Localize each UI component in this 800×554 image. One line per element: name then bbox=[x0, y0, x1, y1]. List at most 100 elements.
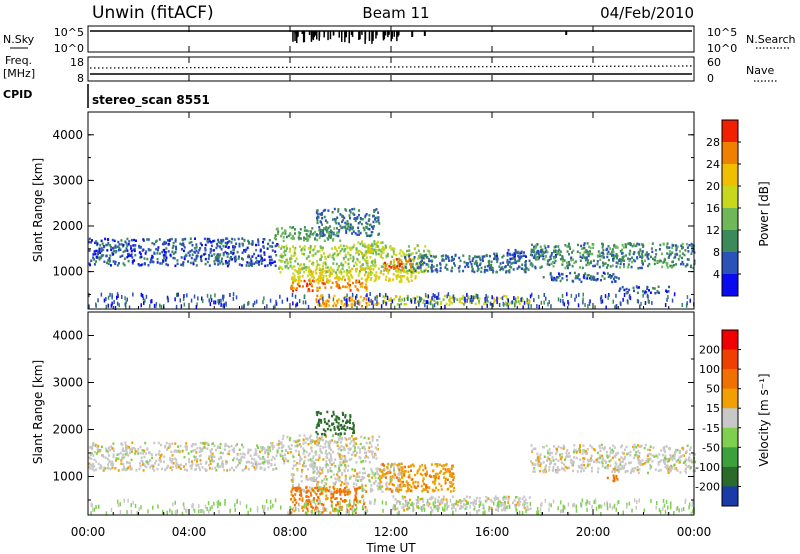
power-ytick-label: 2000 bbox=[52, 219, 83, 233]
x-tick-label: 20:00 bbox=[576, 525, 611, 539]
power-ytick-label: 3000 bbox=[52, 173, 83, 187]
velocity-colorbar-segment bbox=[722, 408, 738, 429]
velocity-ytick-label: 2000 bbox=[52, 422, 83, 436]
velocity-region-0 bbox=[88, 441, 279, 472]
power-colorbar-segment bbox=[722, 142, 738, 165]
velocity-colorbar-label: Velocity [m s⁻¹] bbox=[757, 373, 771, 466]
freq-label: Freq. bbox=[5, 54, 32, 67]
freq-tick-bottom: 8 bbox=[77, 72, 84, 85]
power-colorbar-tick: 28 bbox=[706, 136, 720, 149]
power-region-12 bbox=[529, 242, 696, 270]
date-title: 04/Feb/2010 bbox=[600, 4, 694, 22]
velocity-colorbar-tick: 100 bbox=[699, 363, 720, 376]
power-colorbar-tick: 20 bbox=[706, 180, 720, 193]
velocity-colorbar-segment bbox=[722, 388, 738, 409]
freq-unit: [MHz] bbox=[3, 67, 35, 80]
nsky-tick-bottom: 10^0 bbox=[54, 42, 84, 55]
velocity-region-8 bbox=[315, 410, 356, 437]
power-ylabel: Slant Range [km] bbox=[31, 158, 45, 262]
power-colorbar-segment bbox=[722, 164, 738, 187]
cpid-panel: CPID stereo_scan 8551 bbox=[3, 84, 210, 108]
x-tick-label: 08:00 bbox=[273, 525, 308, 539]
time-axis: 00:00 04:00 08:00 12:00 16:00 20:00 00:00 bbox=[71, 26, 712, 539]
velocity-colorbar-segment bbox=[722, 466, 738, 487]
power-colorbar-segment bbox=[722, 252, 738, 275]
velocity-colorbar-segment bbox=[722, 486, 738, 507]
velocity-y-axis: 1000 2000 3000 4000 bbox=[52, 328, 694, 501]
power-colorbar-segment bbox=[722, 230, 738, 253]
power-ytick-label: 1000 bbox=[52, 265, 83, 279]
nsearch-tick-top: 10^5 bbox=[707, 26, 737, 39]
velocity-colorbar-tick: 15 bbox=[706, 402, 720, 415]
velocity-colorbar-segment bbox=[722, 349, 738, 370]
power-colorbar-tick: 8 bbox=[713, 246, 720, 259]
velocity-data bbox=[88, 410, 696, 516]
power-colorbar-tick: 24 bbox=[706, 158, 720, 171]
velocity-colorbar-tick: 200 bbox=[699, 344, 720, 357]
nsky-panel: N.Sky 10^5 10^0 10^5 10^0 N.Search bbox=[3, 25, 796, 55]
cpid-label: CPID bbox=[3, 88, 32, 101]
nsearch-label: N.Search bbox=[746, 33, 796, 46]
power-colorbar-segment bbox=[722, 186, 738, 209]
x-tick-label: 04:00 bbox=[172, 525, 207, 539]
x-tick-label: 16:00 bbox=[475, 525, 510, 539]
velocity-region-7 bbox=[606, 474, 619, 483]
velocity-region-1 bbox=[277, 434, 381, 465]
power-colorbar-label: Power [dB] bbox=[757, 181, 771, 246]
power-region-3 bbox=[315, 207, 381, 238]
power-colorbar-segment bbox=[722, 120, 738, 143]
freq-tick-top: 18 bbox=[70, 56, 84, 69]
power-colorbar: 4 8 12 16 20 24 28 bbox=[706, 119, 741, 297]
nsky-dropouts bbox=[292, 31, 568, 44]
velocity-colorbar-tick: 50 bbox=[706, 383, 720, 396]
velocity-panel: 1000 2000 3000 4000 Slant Range [km] 200 100… bbox=[31, 311, 771, 516]
nave-trace bbox=[89, 65, 693, 69]
power-region-2 bbox=[277, 244, 431, 274]
x-axis-label: Time UT bbox=[365, 541, 416, 554]
velocity-colorbar-tick: -15 bbox=[702, 422, 720, 435]
x-tick-label: 00:00 bbox=[677, 525, 712, 539]
power-region-13 bbox=[542, 271, 620, 284]
velocity-ground-scatter bbox=[90, 498, 695, 516]
velocity-region-4 bbox=[378, 462, 456, 493]
power-colorbar-segment bbox=[722, 208, 738, 231]
velocity-colorbar: 200 100 50 15 -15 -50 -100 -200 bbox=[695, 329, 741, 507]
nsearch-tick-bottom: 10^0 bbox=[707, 42, 737, 55]
velocity-ytick-label: 4000 bbox=[52, 328, 83, 342]
station-title: Unwin (fitACF) bbox=[92, 3, 214, 23]
nave-tick-bottom: 0 bbox=[707, 72, 714, 85]
nave-tick-top: 60 bbox=[707, 56, 721, 69]
power-y-axis: 1000 2000 3000 4000 bbox=[52, 128, 694, 295]
velocity-ytick-label: 1000 bbox=[52, 469, 83, 483]
velocity-ytick-label: 3000 bbox=[52, 375, 83, 389]
nave-label: Nave bbox=[746, 64, 774, 77]
power-region-14 bbox=[618, 285, 670, 295]
power-colorbar-segment bbox=[722, 274, 738, 297]
velocity-region-6 bbox=[530, 443, 696, 475]
beam-title: Beam 11 bbox=[362, 4, 429, 22]
velocity-ylabel: Slant Range [km] bbox=[31, 360, 45, 464]
x-tick-label: 00:00 bbox=[71, 525, 106, 539]
nsky-tick-top: 10^5 bbox=[54, 26, 84, 39]
power-region-10 bbox=[404, 253, 532, 274]
power-data bbox=[88, 207, 696, 310]
cpid-text: stereo_scan 8551 bbox=[92, 93, 210, 108]
velocity-colorbar-segment bbox=[722, 427, 738, 448]
velocity-colorbar-segment bbox=[722, 369, 738, 390]
velocity-colorbar-segment bbox=[722, 447, 738, 468]
power-panel: 1000 2000 3000 4000 Slant Range [km] 4 8 12 16… bbox=[31, 111, 771, 310]
power-ground-scatter bbox=[88, 292, 695, 310]
nsky-label: N.Sky bbox=[3, 33, 35, 46]
velocity-colorbar-tick: -50 bbox=[702, 441, 720, 454]
velocity-colorbar-tick: -100 bbox=[695, 461, 720, 474]
power-region-4 bbox=[353, 240, 385, 256]
power-region-0 bbox=[88, 237, 279, 268]
velocity-colorbar-segment bbox=[722, 330, 738, 351]
x-tick-label: 12:00 bbox=[374, 525, 409, 539]
power-ytick-label: 4000 bbox=[52, 128, 83, 142]
power-colorbar-tick: 4 bbox=[713, 268, 720, 281]
power-colorbar-tick: 16 bbox=[706, 202, 720, 215]
power-region-11 bbox=[493, 248, 557, 261]
velocity-colorbar-tick: -200 bbox=[695, 480, 720, 493]
